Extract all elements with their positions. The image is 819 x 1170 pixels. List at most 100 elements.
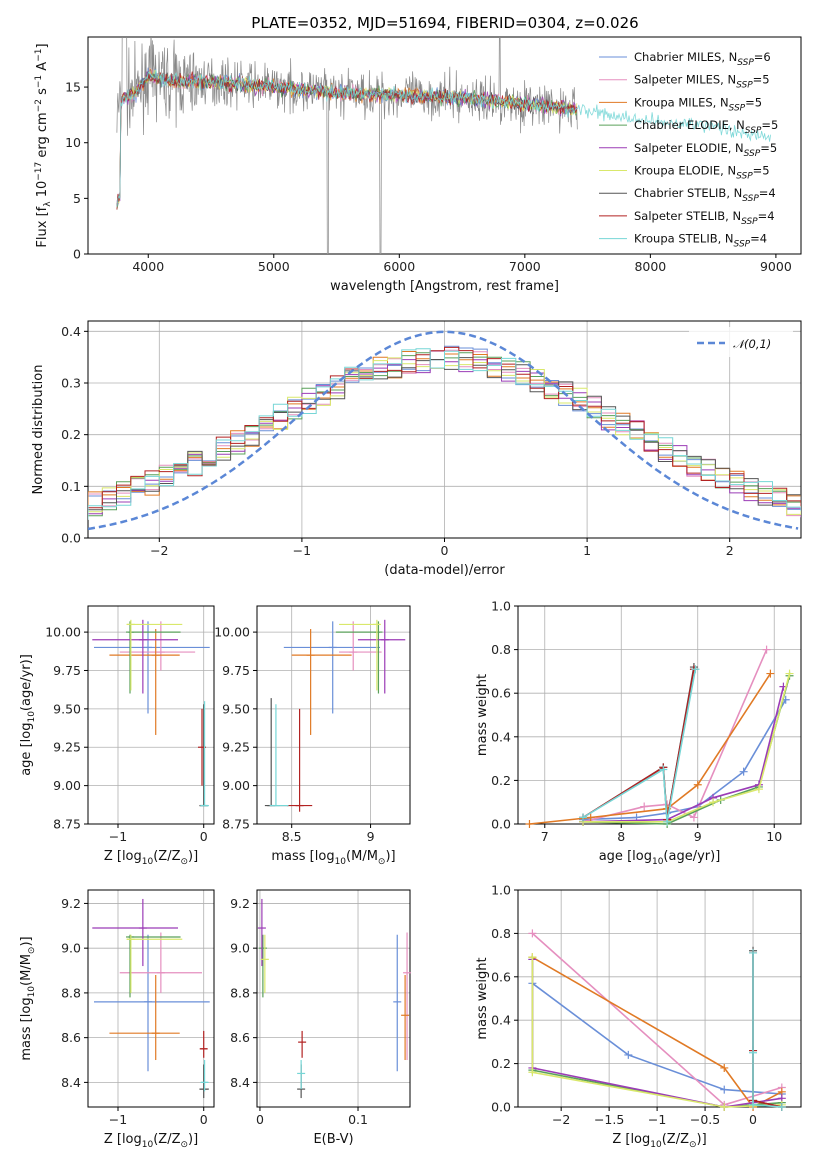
x-tick-label: −1.5 [594, 1112, 624, 1127]
x-axis-label: E(B-V) [313, 1132, 353, 1147]
x-tick-label: 0.1 [348, 1112, 368, 1127]
x-tick-label: −2 [150, 543, 168, 558]
observed-spectrum [116, 37, 578, 254]
data-point [749, 1100, 758, 1109]
y-tick-label: 0.3 [61, 376, 81, 391]
y-tick-label: 0.2 [61, 427, 81, 442]
mass-weight-vs-age-panel: 7 8 9 10 0.0 0.2 0.4 0.6 0.8 1.0 age [log10(age/yr… [475, 599, 802, 867]
plot-frame [256, 605, 411, 825]
x-tick-label: 1 [583, 543, 591, 558]
y-axis-label: Normed distribution [31, 365, 46, 495]
y-tick-label: 0.2 [491, 773, 511, 788]
x-tick-label: 0 [200, 1112, 208, 1127]
mass-vs-ebv-panel: 0 0.1 8.4 8.6 8.8 9.0 9.2 E(B-V) [230, 889, 412, 1147]
y-tick-label: 9.75 [222, 663, 250, 678]
series-line [529, 673, 772, 825]
y-tick-label: 5 [73, 191, 81, 206]
series-line [582, 699, 787, 821]
x-tick-label: −1 [648, 1112, 666, 1127]
legend-label: Salpeter ELODIE, NSSP=5 [634, 141, 777, 159]
y-tick-label: 0.8 [491, 642, 511, 657]
legend-label: Chabrier ELODIE, NSSP=5 [634, 118, 778, 136]
data-point [693, 780, 702, 789]
x-tick-label: 6000 [383, 259, 415, 274]
y-tick-label: 0.6 [491, 686, 511, 701]
x-tick-label: 0 [441, 543, 449, 558]
y-tick-label: 9.50 [222, 701, 250, 716]
spectrum-lines [116, 37, 771, 254]
y-tick-label: 0.4 [61, 324, 81, 339]
y-tick-label: 9.75 [53, 663, 81, 678]
x-tick-label: 2 [726, 543, 734, 558]
x-axis-label: (data-model)/error [384, 563, 505, 578]
series-line [582, 649, 768, 823]
x-tick-label: 8 [617, 829, 625, 844]
y-tick-label: 8.4 [61, 1075, 81, 1090]
plot-frame [256, 889, 411, 1108]
histogram-series [88, 330, 801, 531]
y-tick-label: 9.25 [222, 740, 250, 755]
series-line [582, 666, 695, 820]
plot-frame [87, 36, 802, 255]
legend-label: Kroupa STELIB, NSSP=4 [634, 232, 767, 250]
x-tick-label: 9 [367, 829, 375, 844]
series-line [582, 669, 695, 820]
x-axis-label: Z [log10(Z/Z⊙)] [104, 1132, 198, 1150]
mass-vs-metallicity-panel: −1 0 8.4 8.6 8.8 9.0 9.2 Z [log10(Z/Z⊙)] mass [l… [19, 889, 215, 1150]
series-line [752, 952, 782, 1108]
y-tick-label: 9.00 [222, 778, 250, 793]
data-point [785, 669, 794, 678]
plot-frame [87, 605, 215, 825]
figure-title: PLATE=0352, MJD=51694, FIBERID=0304, z=0… [251, 14, 638, 32]
data-point [624, 1050, 633, 1059]
data-point [528, 953, 537, 962]
x-tick-label: −2 [552, 1112, 570, 1127]
y-tick-label: 1.0 [491, 599, 511, 614]
y-axis-label: mass weight [475, 674, 490, 756]
data-point [720, 1063, 729, 1072]
y-tick-label: 9.0 [230, 941, 250, 956]
data-point [720, 1085, 729, 1094]
plot-frame [87, 889, 215, 1108]
y-tick-label: 10.00 [214, 625, 250, 640]
y-tick-label: 0.8 [491, 926, 511, 941]
series-line [752, 950, 782, 1108]
x-tick-label: 0 [256, 1112, 264, 1127]
y-tick-label: 9.2 [61, 896, 81, 911]
age-vs-mass-panel: 8.5 9 8.75 9.00 9.25 9.50 9.75 10.00 mass [log10… [214, 605, 411, 867]
y-tick-label: 9.0 [61, 941, 81, 956]
residual-histogram-panel: −2 −1 0 1 2 0.0 0.1 0.2 0.3 0.4 (data-model)/error… [31, 320, 802, 578]
x-tick-label: 10 [766, 829, 782, 844]
y-tick-label: 8.4 [230, 1075, 250, 1090]
y-tick-label: 8.75 [53, 817, 81, 832]
y-tick-label: 0.0 [61, 531, 81, 546]
gaussian-reference-curve [88, 330, 799, 531]
legend-label: Salpeter STELIB, NSSP=4 [634, 209, 775, 227]
plot-frame [87, 320, 802, 539]
y-tick-label: 10 [65, 135, 81, 150]
series-line [582, 675, 791, 825]
data-point [663, 817, 672, 826]
data-point [691, 665, 700, 674]
x-tick-label: −1 [109, 829, 127, 844]
data-point [586, 813, 595, 822]
data-point [528, 929, 537, 938]
y-tick-label: 0.4 [491, 729, 511, 744]
y-tick-label: 1.0 [491, 883, 511, 898]
legend-background [689, 327, 793, 357]
legend-label: Salpeter MILES, NSSP=5 [634, 73, 770, 91]
x-tick-label: 8000 [634, 259, 666, 274]
data-point [749, 948, 758, 957]
data-point [709, 798, 718, 807]
data-point [739, 767, 748, 776]
y-axis-label: age [log10(age/yr)] [19, 654, 37, 776]
data-point [579, 813, 588, 822]
y-tick-label: 0.2 [491, 1056, 511, 1071]
y-tick-label: 9.25 [53, 740, 81, 755]
y-tick-label: 8.8 [230, 985, 250, 1000]
histogram-steps [88, 348, 801, 520]
data-point [762, 645, 771, 654]
y-tick-label: 10.00 [45, 625, 81, 640]
x-tick-label: 7 [541, 829, 549, 844]
data-point [659, 765, 668, 774]
